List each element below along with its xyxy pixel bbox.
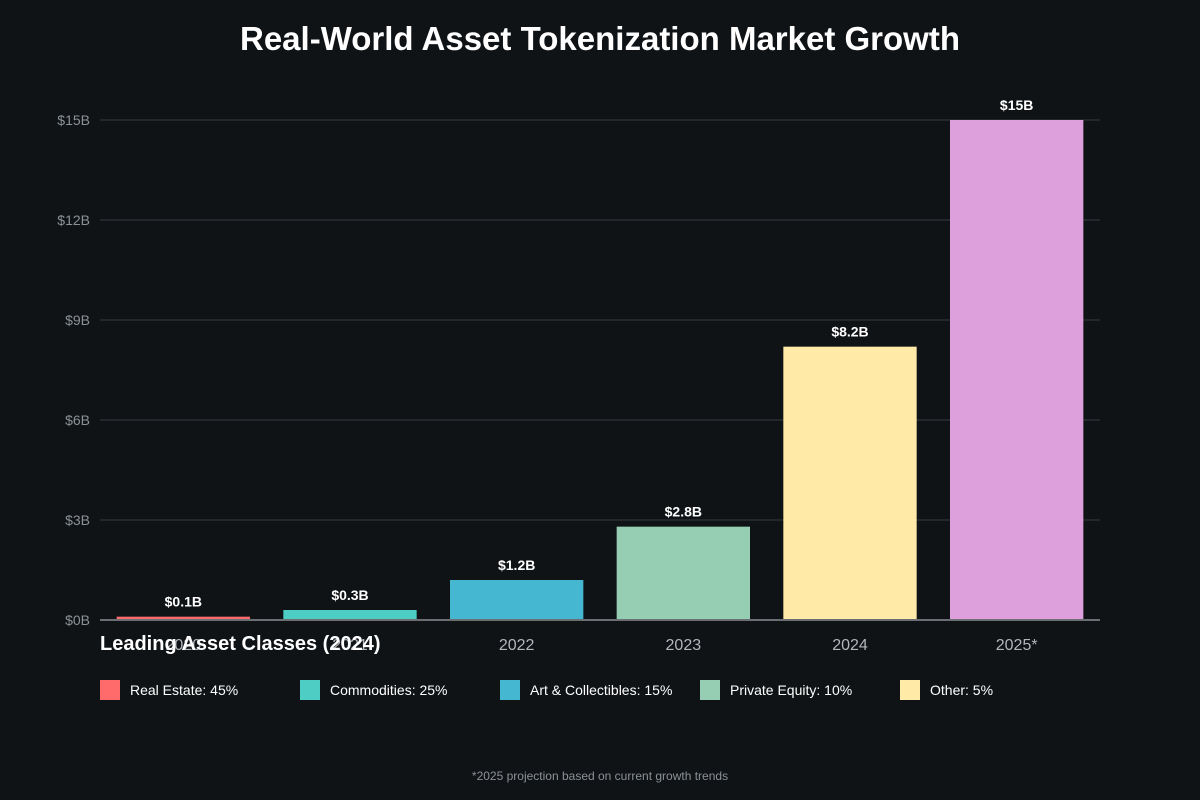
bar-value-labels: $0.1B $0.3B $1.2B $2.8B $8.2B $15B	[165, 97, 1034, 610]
bar-value-label: $0.3B	[331, 587, 368, 603]
gridlines	[100, 119, 1100, 521]
y-tick-label: $3B	[65, 512, 90, 528]
legend-item-label: Commodities: 25%	[330, 682, 448, 698]
legend-item-label: Private Equity: 10%	[730, 682, 852, 698]
bar-2023	[616, 526, 750, 620]
y-tick-label: $15B	[57, 112, 90, 128]
legend-item-label: Art & Collectibles: 15%	[530, 682, 672, 698]
legend-title: Leading Asset Classes (2024)	[100, 633, 381, 655]
bar-value-label: $8.2B	[831, 324, 868, 340]
footnote: *2025 projection based on current growth…	[472, 769, 728, 783]
legend-swatch	[300, 680, 320, 700]
x-tick-label: 2021	[332, 637, 368, 654]
bar-2020	[116, 616, 251, 620]
bar-2025	[950, 120, 1084, 620]
bars	[116, 120, 1084, 620]
x-axis: 2020 2021 2022 2023 2024 2025*	[166, 637, 1038, 654]
x-tick-label: 2025*	[996, 637, 1038, 654]
bar-value-label: $0.1B	[165, 594, 202, 610]
x-tick-label: 2024	[832, 637, 868, 654]
legend-swatch	[100, 680, 120, 700]
legend-swatch	[900, 680, 920, 700]
legend-item-label: Other: 5%	[930, 682, 993, 698]
y-tick-label: $9B	[65, 312, 90, 328]
x-tick-label: 2022	[499, 637, 535, 654]
y-axis: $0B $3B $6B $9B $12B $15B	[57, 112, 90, 628]
y-tick-label: $6B	[65, 412, 90, 428]
x-tick-label: 2020	[166, 637, 202, 654]
bar-value-label: $15B	[1000, 97, 1033, 113]
bar-value-label: $1.2B	[498, 557, 535, 573]
bar-value-label: $2.8B	[665, 504, 702, 520]
y-tick-label: $12B	[57, 212, 90, 228]
bar-2024	[783, 346, 917, 620]
legend-swatch	[700, 680, 720, 700]
legend-item-label: Real Estate: 45%	[130, 682, 238, 698]
legend-swatch	[500, 680, 520, 700]
bar-2021	[283, 610, 417, 620]
legend: Real Estate: 45% Commodities: 25% Art & Co…	[100, 680, 993, 700]
x-tick-label: 2023	[666, 637, 702, 654]
chart-title: Real-World Asset Tokenization Market Gro…	[240, 20, 960, 57]
bar-2022	[450, 580, 584, 620]
y-tick-label: $0B	[65, 612, 90, 628]
